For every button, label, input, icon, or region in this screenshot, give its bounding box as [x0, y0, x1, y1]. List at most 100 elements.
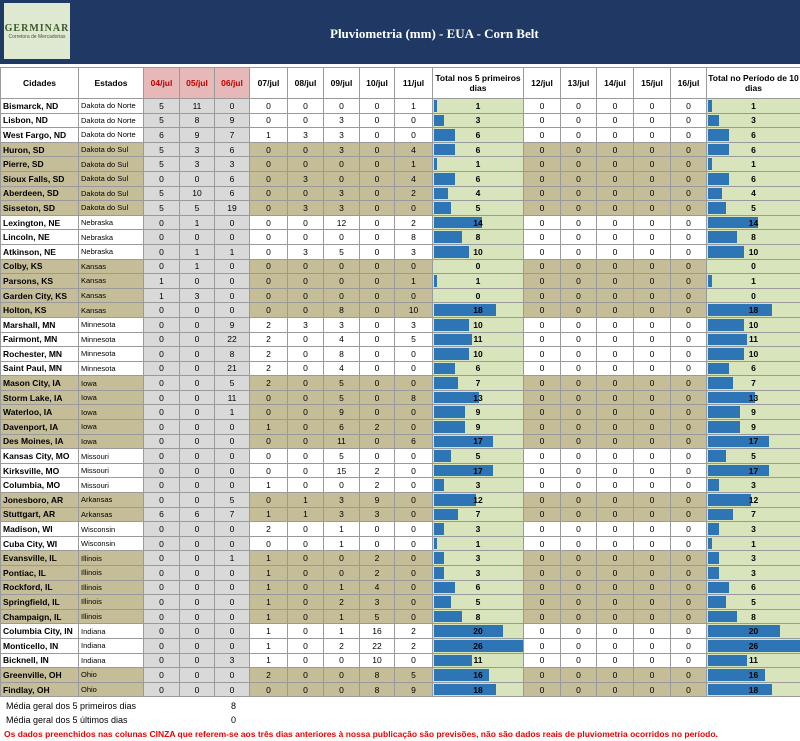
rain-value: 0 — [596, 550, 634, 566]
total-value: 3 — [475, 567, 481, 578]
rain-value: 0 — [523, 346, 561, 362]
city: Waterloo, IA — [0, 404, 79, 421]
rain-value: 0 — [670, 302, 707, 318]
rain-value: 0 — [323, 98, 360, 114]
table-row: Pontiac, IL Illinois 0 0 0 1 0 0 2 0 3 0 0 0 0 0 3 — [0, 565, 800, 581]
total-cell: 17 — [432, 433, 524, 450]
state: Minnesota — [78, 360, 144, 377]
rain-value: 0 — [633, 360, 671, 377]
state: Illinois — [78, 565, 144, 581]
data-bar — [434, 625, 504, 637]
total-value: 13 — [473, 392, 483, 403]
rain-value: 0 — [179, 521, 215, 537]
total-value: 3 — [475, 480, 481, 491]
data-bar — [434, 406, 466, 419]
total-value: 9 — [751, 407, 756, 418]
rain-value: 0 — [287, 112, 324, 129]
total-value: 16 — [473, 669, 483, 680]
rain-value: 0 — [523, 156, 561, 172]
rain-value: 0 — [523, 623, 561, 639]
city: Bicknell, IN — [0, 652, 79, 669]
data-bar — [708, 391, 755, 404]
rain-value: 0 — [596, 273, 634, 289]
table-row: Marshall, MN Minnesota 0 0 9 2 3 3 0 3 10 0 0 0 0 0 10 — [0, 316, 800, 333]
rain-value: 0 — [633, 579, 671, 596]
rain-value: 0 — [323, 565, 360, 581]
city: Greenville, OH — [0, 667, 79, 683]
rain-value: 0 — [670, 594, 707, 610]
total-value: 0 — [751, 290, 756, 301]
table-row: Parsons, KS Kansas 1 0 0 0 0 0 0 1 1 0 0 0 0 0 1 — [0, 273, 800, 289]
table-row: Columbia, MO Missouri 0 0 0 1 0 0 2 0 3 0 0 0 0 0 3 — [0, 477, 800, 494]
rain-value: 0 — [523, 127, 561, 143]
city: Columbia City, IN — [0, 623, 79, 639]
rain-value: 0 — [560, 404, 597, 421]
rain-value: 0 — [143, 316, 180, 333]
city: Saint Paul, MN — [0, 360, 79, 377]
rain-value: 0 — [323, 156, 360, 172]
data-bar — [708, 552, 719, 564]
rain-value: 0 — [670, 141, 707, 158]
city: Champaign, IL — [0, 608, 79, 625]
rain-value: 11 — [179, 98, 215, 114]
column-header: 08/jul — [287, 67, 324, 99]
table-row: West Fargo, ND Dakota do Norte 6 9 7 1 3 3 0 0 6 0 0… — [0, 127, 800, 143]
rain-value: 0 — [670, 652, 707, 669]
rain-value: 0 — [394, 200, 433, 216]
total-value: 9 — [751, 421, 756, 432]
rain-value: 0 — [249, 287, 288, 304]
data-bar — [434, 508, 459, 521]
total-cell: 10 — [706, 243, 800, 260]
column-header: 13/jul — [560, 67, 597, 99]
rain-value: 0 — [560, 433, 597, 450]
rain-value: 0 — [179, 608, 215, 625]
total-value: 11 — [749, 334, 758, 345]
rain-value: 0 — [143, 346, 180, 362]
table-row: Cuba City, WI Wisconsin 0 0 0 0 0 1 0 0 1 0 0 0 0 0 1 — [0, 535, 800, 552]
total-cell: 20 — [432, 623, 524, 639]
state: Dakota do Sul — [78, 200, 144, 216]
total-value: 8 — [751, 611, 756, 622]
rain-value: 3 — [287, 316, 324, 333]
rain-value: 3 — [179, 156, 215, 172]
rain-value: 0 — [287, 404, 324, 421]
rain-value: 0 — [633, 287, 671, 304]
rain-value: 6 — [214, 185, 250, 202]
total-value: 13 — [748, 392, 759, 403]
rain-value: 1 — [214, 550, 250, 566]
rain-value: 5 — [179, 200, 215, 216]
rain-value: 0 — [596, 637, 634, 654]
rain-value: 0 — [670, 535, 707, 552]
city: Cuba City, WI — [0, 535, 79, 552]
total-cell: 0 — [706, 258, 800, 275]
rain-value: 3 — [287, 200, 324, 216]
rain-value: 1 — [143, 287, 180, 304]
rain-value: 2 — [359, 419, 395, 435]
city: Stuttgart, AR — [0, 506, 79, 523]
total-value: 5 — [751, 451, 756, 462]
rain-value: 5 — [323, 389, 360, 406]
rain-value: 0 — [179, 448, 215, 464]
rain-value: 0 — [596, 98, 634, 114]
city: Fairmont, MN — [0, 331, 79, 348]
total-value: 18 — [748, 684, 759, 695]
rain-value: 0 — [287, 448, 324, 464]
rain-value: 0 — [596, 404, 634, 421]
data-bar — [708, 362, 730, 375]
rain-value: 1 — [214, 243, 250, 260]
rain-value: 0 — [214, 229, 250, 245]
rain-value: 0 — [143, 550, 180, 566]
rain-value: 0 — [560, 667, 597, 683]
rain-value: 11 — [214, 389, 250, 406]
rain-value: 0 — [596, 433, 634, 450]
rain-value: 0 — [560, 229, 597, 245]
column-header: 07/jul — [249, 67, 288, 99]
rain-value: 0 — [359, 287, 395, 304]
rain-value: 9 — [214, 316, 250, 333]
rain-value: 0 — [359, 127, 395, 143]
rain-value: 6 — [214, 141, 250, 158]
rain-value: 0 — [633, 419, 671, 435]
table-row: Saint Paul, MN Minnesota 0 0 21 2 0 4 0 0 6 0 0 0 0 0 6 — [0, 360, 800, 377]
total-cell: 18 — [432, 302, 524, 318]
rain-value: 0 — [359, 360, 395, 377]
